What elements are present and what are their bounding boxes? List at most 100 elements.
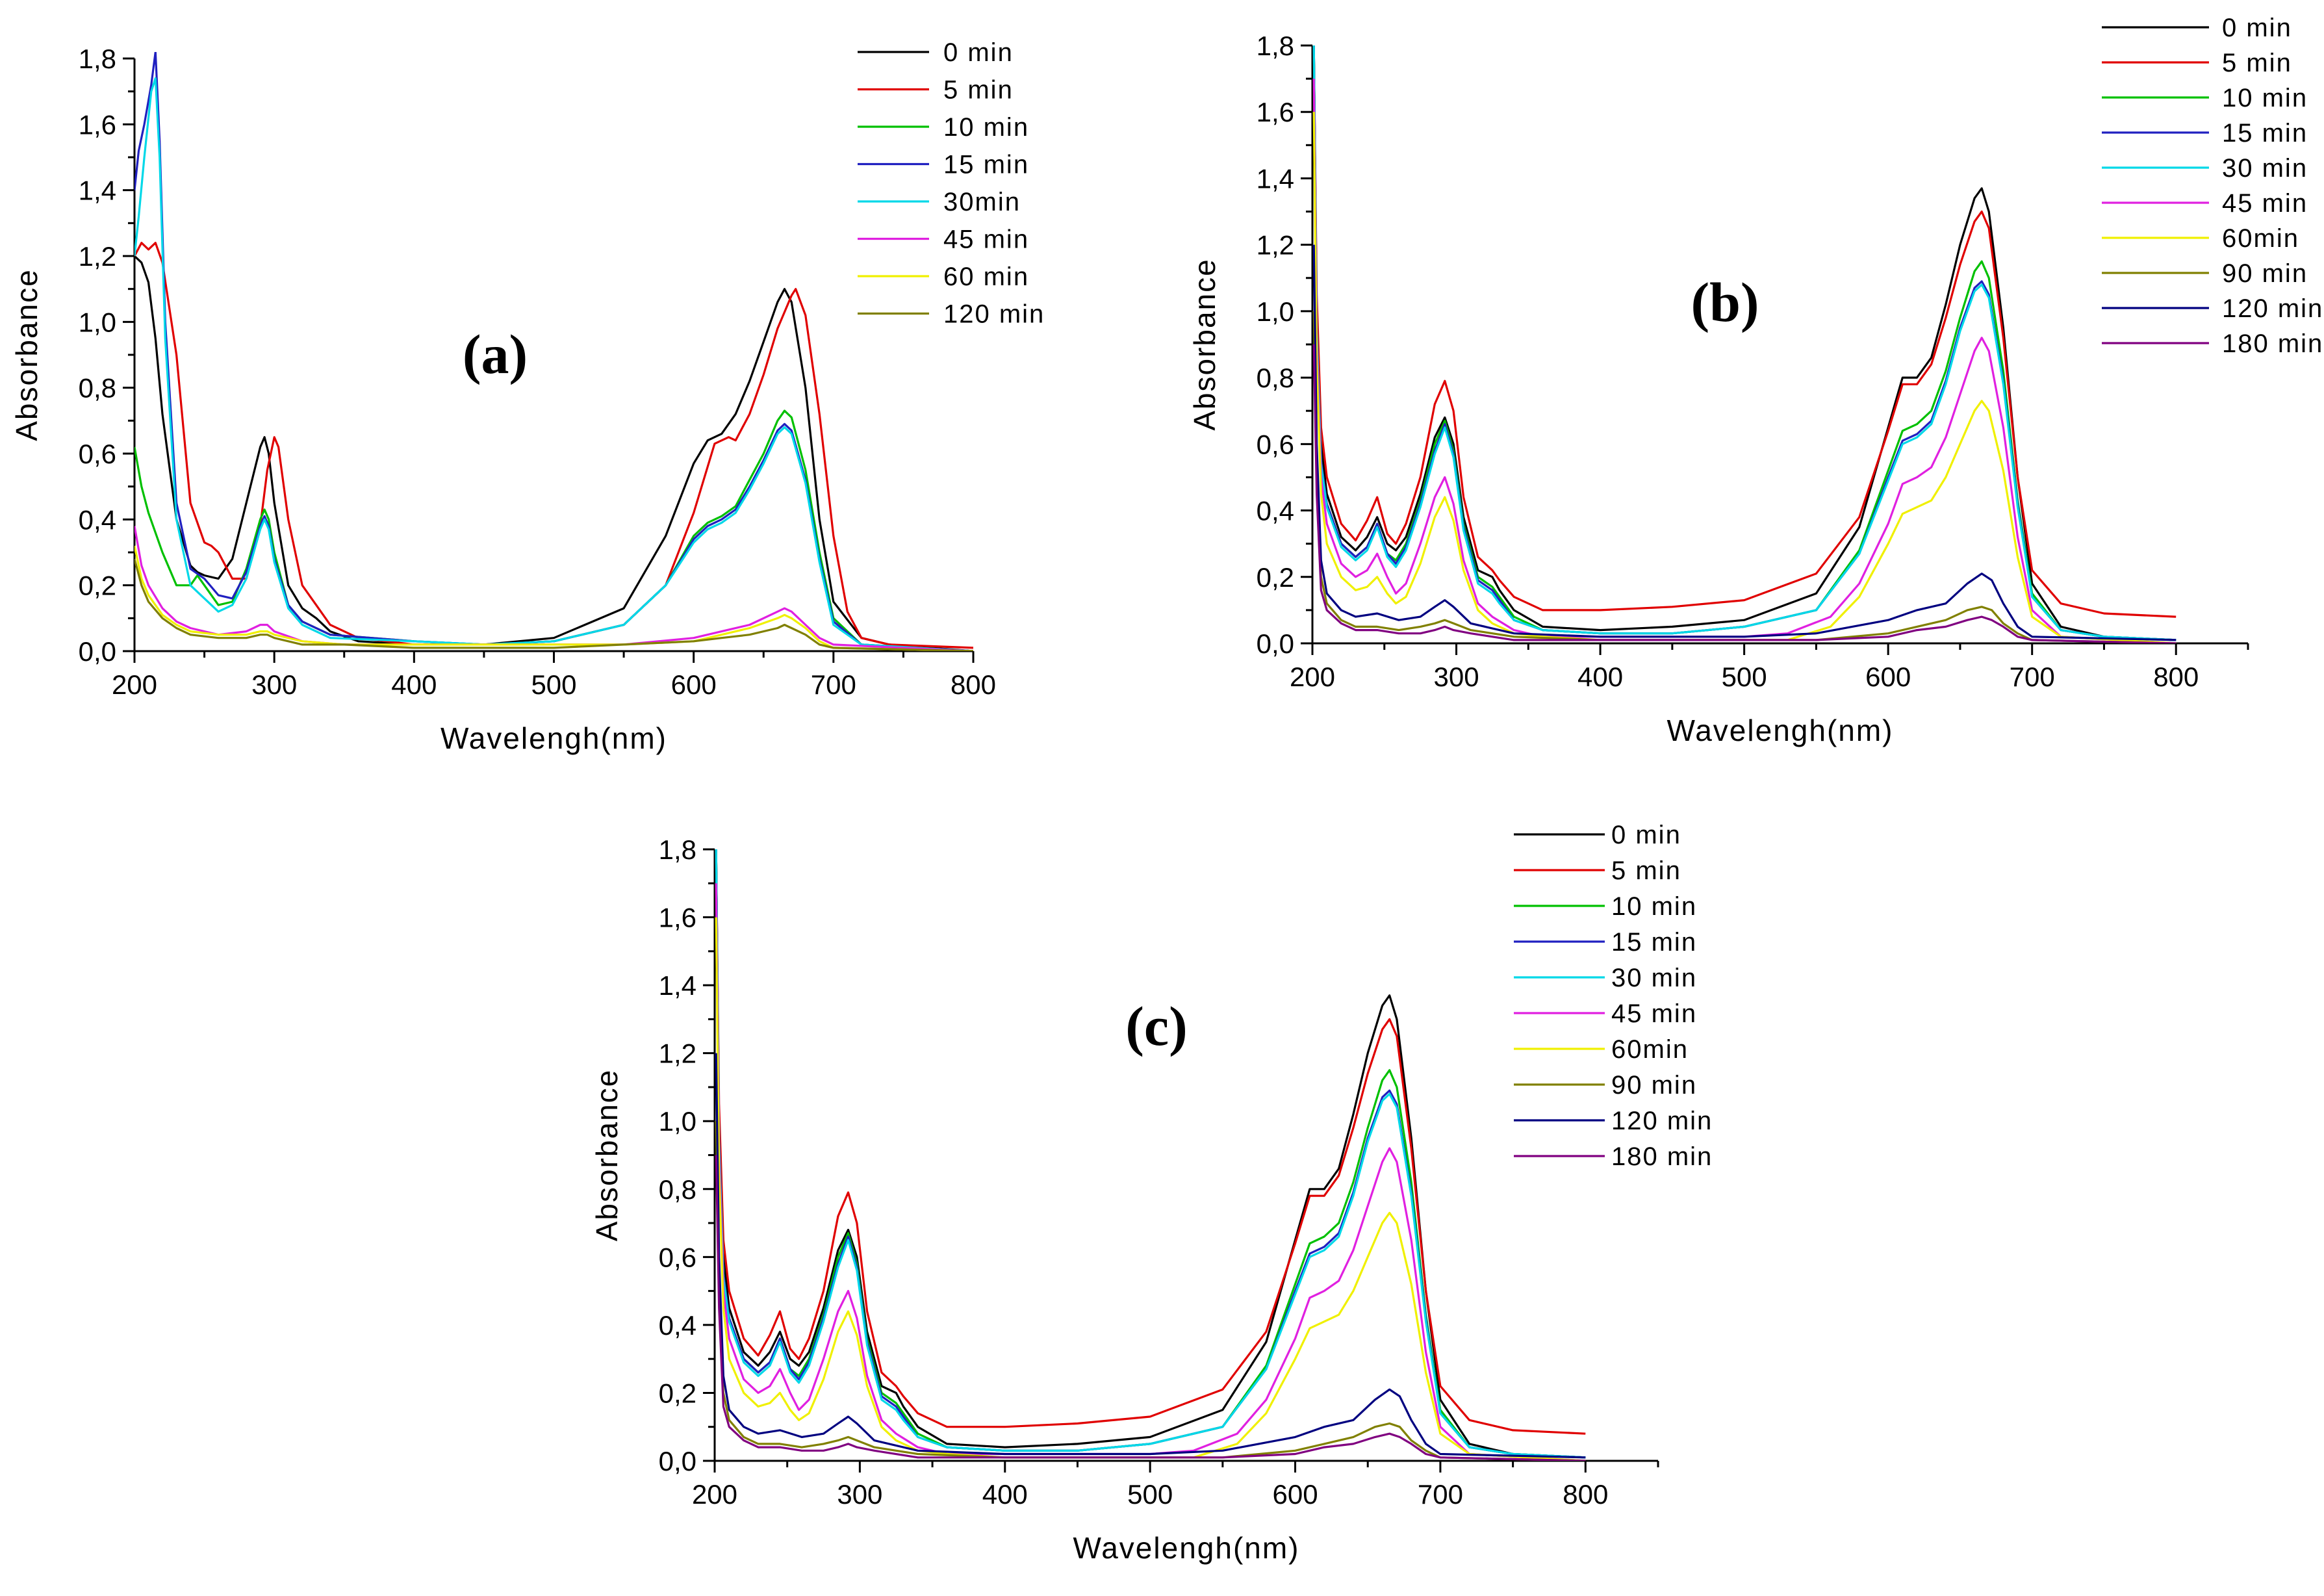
chart-panel-c: 200 300 400 500 600 700 800 0,0 0,2 0,4 0,6 0,8 1,0 1…	[590, 821, 1713, 1565]
x-tick-label: 500	[531, 669, 576, 700]
legend-label: 0 min	[2222, 14, 2292, 42]
series-line-15-min	[715, 849, 1586, 1459]
y-tick-label: 0,8	[659, 1174, 696, 1205]
y-tick-label: 0,8	[79, 373, 116, 404]
y-tick-label: 1,4	[1257, 163, 1294, 194]
x-tick-label: 300	[1433, 662, 1479, 692]
series-line-60-min	[134, 545, 973, 651]
x-tick-label: 600	[1865, 662, 1911, 692]
x-axis-title: Wavelengh(nm)	[1073, 1531, 1300, 1565]
series-line-120-min	[715, 1053, 1586, 1459]
chart-panel-a: 200 300 400 500 600 700 800 0,0 0,2 0,4 0,6 0,8 1,0 1…	[10, 38, 1045, 755]
x-tick-label: 300	[251, 669, 297, 700]
series-line-180-min	[1312, 344, 2177, 643]
y-tick-label: 1,0	[659, 1106, 696, 1137]
legend-label: 90 min	[2222, 259, 2308, 288]
x-tick-label: 800	[2153, 662, 2199, 692]
y-tick-label: 1,6	[79, 109, 116, 140]
y-tick-label: 1,0	[1257, 296, 1294, 327]
legend-label: 90 min	[1611, 1071, 1697, 1100]
legend-label: 60 min	[943, 263, 1029, 291]
x-axis-title: Wavelengh(nm)	[1667, 714, 1894, 747]
y-tick-label: 1,4	[79, 175, 116, 206]
y-tick-label: 1,8	[79, 44, 116, 74]
series-line-120-min	[1312, 244, 2177, 641]
y-tick-label: 1,6	[659, 903, 696, 933]
panel-label: (a)	[463, 323, 528, 385]
x-tick-label: 600	[671, 669, 717, 700]
series-line-0-min	[1312, 45, 2177, 641]
legend-label: 15 min	[1611, 928, 1697, 957]
y-tick-label: 0,0	[1257, 628, 1294, 659]
legend-label: 120 min	[2222, 294, 2323, 323]
y-tick-label: 1,2	[79, 241, 116, 272]
legend-label: 30 min	[2222, 154, 2308, 183]
series-line-10-min	[1312, 45, 2177, 641]
legend-label: 60min	[1611, 1035, 1689, 1064]
x-tick-label: 400	[1577, 662, 1623, 692]
series-group	[134, 52, 973, 651]
legend-label: 180 min	[1611, 1142, 1713, 1171]
legend-label: 15 min	[2222, 119, 2308, 148]
series-line-0-min	[715, 849, 1586, 1459]
y-tick-label: 1,0	[79, 307, 116, 337]
x-tick-label: 700	[2010, 662, 2055, 692]
legend-label: 10 min	[943, 113, 1029, 142]
legend-label: 5 min	[2222, 49, 2292, 77]
legend-label: 45 min	[943, 225, 1029, 254]
series-line-180-min	[715, 1155, 1586, 1461]
panel-label: (c)	[1125, 995, 1187, 1057]
y-tick-label: 1,2	[1257, 230, 1294, 261]
y-tick-label: 0,4	[1257, 496, 1294, 526]
legend-label: 5 min	[1611, 856, 1681, 885]
x-tick-label: 300	[837, 1479, 882, 1510]
series-line-10-min	[715, 849, 1586, 1459]
legend-label: 45 min	[2222, 189, 2308, 218]
legend-label: 10 min	[1611, 892, 1697, 921]
chart-panel-b: 200 300 400 500 600 700 800 0,0 0,2 0,4 0,6 0,8 1,0 1…	[1188, 14, 2323, 747]
x-tick-label: 800	[951, 669, 996, 700]
x-tick-label: 700	[811, 669, 856, 700]
series-line-45-min	[715, 883, 1586, 1461]
legend-label: 0 min	[943, 38, 1014, 67]
y-tick-label: 0,4	[659, 1310, 696, 1341]
series-line-30-min	[715, 849, 1586, 1459]
y-tick-label: 0,6	[79, 439, 116, 469]
y-tick-label: 1,8	[659, 834, 696, 865]
legend-label: 60min	[2222, 224, 2299, 253]
y-tick-label: 0,4	[79, 504, 116, 535]
y-tick-label: 0,6	[659, 1242, 696, 1272]
y-axis-title: Absorbance	[1188, 258, 1221, 431]
legend: 0 min 5 min 10 min 15 min 30 min 45 min 60min 9…	[1514, 821, 1713, 1171]
x-tick-label: 200	[692, 1479, 737, 1510]
series-line-45-min	[1312, 79, 2177, 643]
legend-label: 0 min	[1611, 821, 1681, 849]
series-line-15-min	[1312, 45, 2177, 641]
legend-label: 120 min	[943, 300, 1045, 329]
legend-label: 120 min	[1611, 1107, 1713, 1135]
series-line-5-min	[134, 242, 973, 649]
legend-label: 30min	[943, 188, 1021, 216]
y-axis-title: Absorbance	[590, 1069, 624, 1242]
series-line-30-min	[1312, 45, 2177, 641]
x-tick-label: 500	[1722, 662, 1767, 692]
series-line-30min	[134, 77, 973, 651]
legend-label: 45 min	[1611, 999, 1697, 1028]
panel-label: (b)	[1691, 271, 1759, 333]
x-axis-title: Wavelengh(nm)	[441, 721, 667, 755]
legend: 0 min 5 min 10 min 15 min 30min 45 min 60 min 1…	[858, 38, 1045, 329]
x-tick-label: 600	[1272, 1479, 1318, 1510]
series-line-5-min	[1312, 45, 2177, 618]
series-line-15-min	[134, 52, 973, 651]
series-line-0-min	[134, 255, 973, 651]
y-tick-label: 0,0	[79, 636, 116, 667]
y-tick-label: 0,2	[659, 1378, 696, 1408]
y-tick-label: 1,2	[659, 1038, 696, 1069]
legend-label: 10 min	[2222, 84, 2308, 112]
x-tick-label: 200	[112, 669, 157, 700]
y-tick-label: 0,6	[1257, 429, 1294, 459]
y-tick-label: 0,0	[659, 1446, 696, 1476]
y-tick-label: 1,4	[659, 970, 696, 1001]
y-tick-label: 1,8	[1257, 31, 1294, 61]
